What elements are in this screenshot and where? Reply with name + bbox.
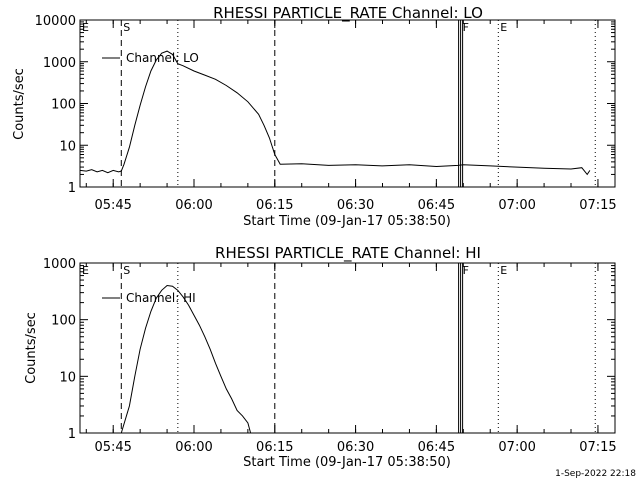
marker-label: F (463, 21, 469, 34)
time-marker: E (497, 263, 507, 433)
x-tick-label: 06:15 (256, 440, 293, 455)
y-tick-label: 10 (59, 370, 76, 385)
chart-title: RHESSI PARTICLE_RATE Channel: HI (215, 244, 481, 263)
marker-label: F (463, 264, 469, 277)
legend-label: Channel: HI (126, 291, 196, 305)
marker-label: S (123, 21, 130, 34)
x-tick-labels: 05:45 06:00 06:15 06:30 06:45 07:00 07:15 (94, 440, 616, 455)
x-axis-label: Start Time (09-Jan-17 05:38:50) (243, 214, 451, 229)
y-tick-label: 1000 (43, 56, 76, 71)
marker-label: E (500, 21, 507, 34)
y-tick-labels: 1 10 100 1000 (43, 257, 76, 442)
x-tick-label: 06:00 (175, 198, 212, 213)
x-tick-label: 06:00 (175, 440, 212, 455)
x-tick-label: 06:30 (337, 198, 374, 213)
time-marker: E (82, 264, 89, 277)
marker-label: E (82, 21, 89, 34)
series-line-channel-lo (79, 50, 591, 176)
y-tick-label: 1 (68, 427, 76, 442)
x-tick-label: 07:00 (498, 440, 535, 455)
axis-ticks (80, 262, 615, 434)
y-tick-label: 1000 (43, 257, 76, 272)
x-tick-label: 06:45 (418, 198, 455, 213)
x-tick-label: 05:45 (94, 440, 131, 455)
x-axis-label: Start Time (09-Jan-17 05:38:50) (243, 455, 451, 470)
x-tick-label: 06:15 (256, 198, 293, 213)
time-marker: S (120, 263, 130, 433)
x-tick-label: 07:00 (498, 198, 535, 213)
y-tick-label: 10 (59, 139, 76, 154)
legend-label: Channel: LO (126, 51, 199, 65)
y-axis-label: Counts/sec (24, 312, 39, 384)
y-tick-labels: 1 10 100 1000 10000 (35, 14, 76, 196)
marker-label: E (82, 264, 89, 277)
x-tick-labels: 05:45 06:00 06:15 06:30 06:45 07:00 07:15 (94, 198, 616, 213)
chart-title: RHESSI PARTICLE_RATE Channel: LO (213, 4, 483, 23)
y-tick-label: 1 (68, 181, 76, 196)
time-marker: F (458, 20, 469, 187)
plot-frame (79, 262, 616, 434)
y-axis-label: Counts/sec (12, 68, 27, 140)
x-tick-label: 07:15 (579, 198, 616, 213)
axis-ticks (80, 19, 615, 188)
time-marker: F (458, 263, 469, 433)
time-marker: S (120, 20, 130, 187)
generation-timestamp: 1-Sep-2022 22:18 (555, 469, 636, 479)
series-line-channel-hi (120, 284, 252, 434)
y-tick-label: 10000 (35, 14, 76, 29)
x-tick-label: 05:45 (94, 198, 131, 213)
x-tick-label: 07:15 (579, 440, 616, 455)
x-tick-label: 06:30 (337, 440, 374, 455)
time-marker: E (82, 21, 89, 34)
y-tick-label: 100 (51, 98, 76, 113)
time-marker: E (497, 20, 507, 187)
plot-frame (79, 19, 616, 188)
x-tick-label: 06:45 (418, 440, 455, 455)
y-tick-label: 100 (51, 314, 76, 329)
marker-label: S (123, 264, 130, 277)
marker-label: E (500, 264, 507, 277)
